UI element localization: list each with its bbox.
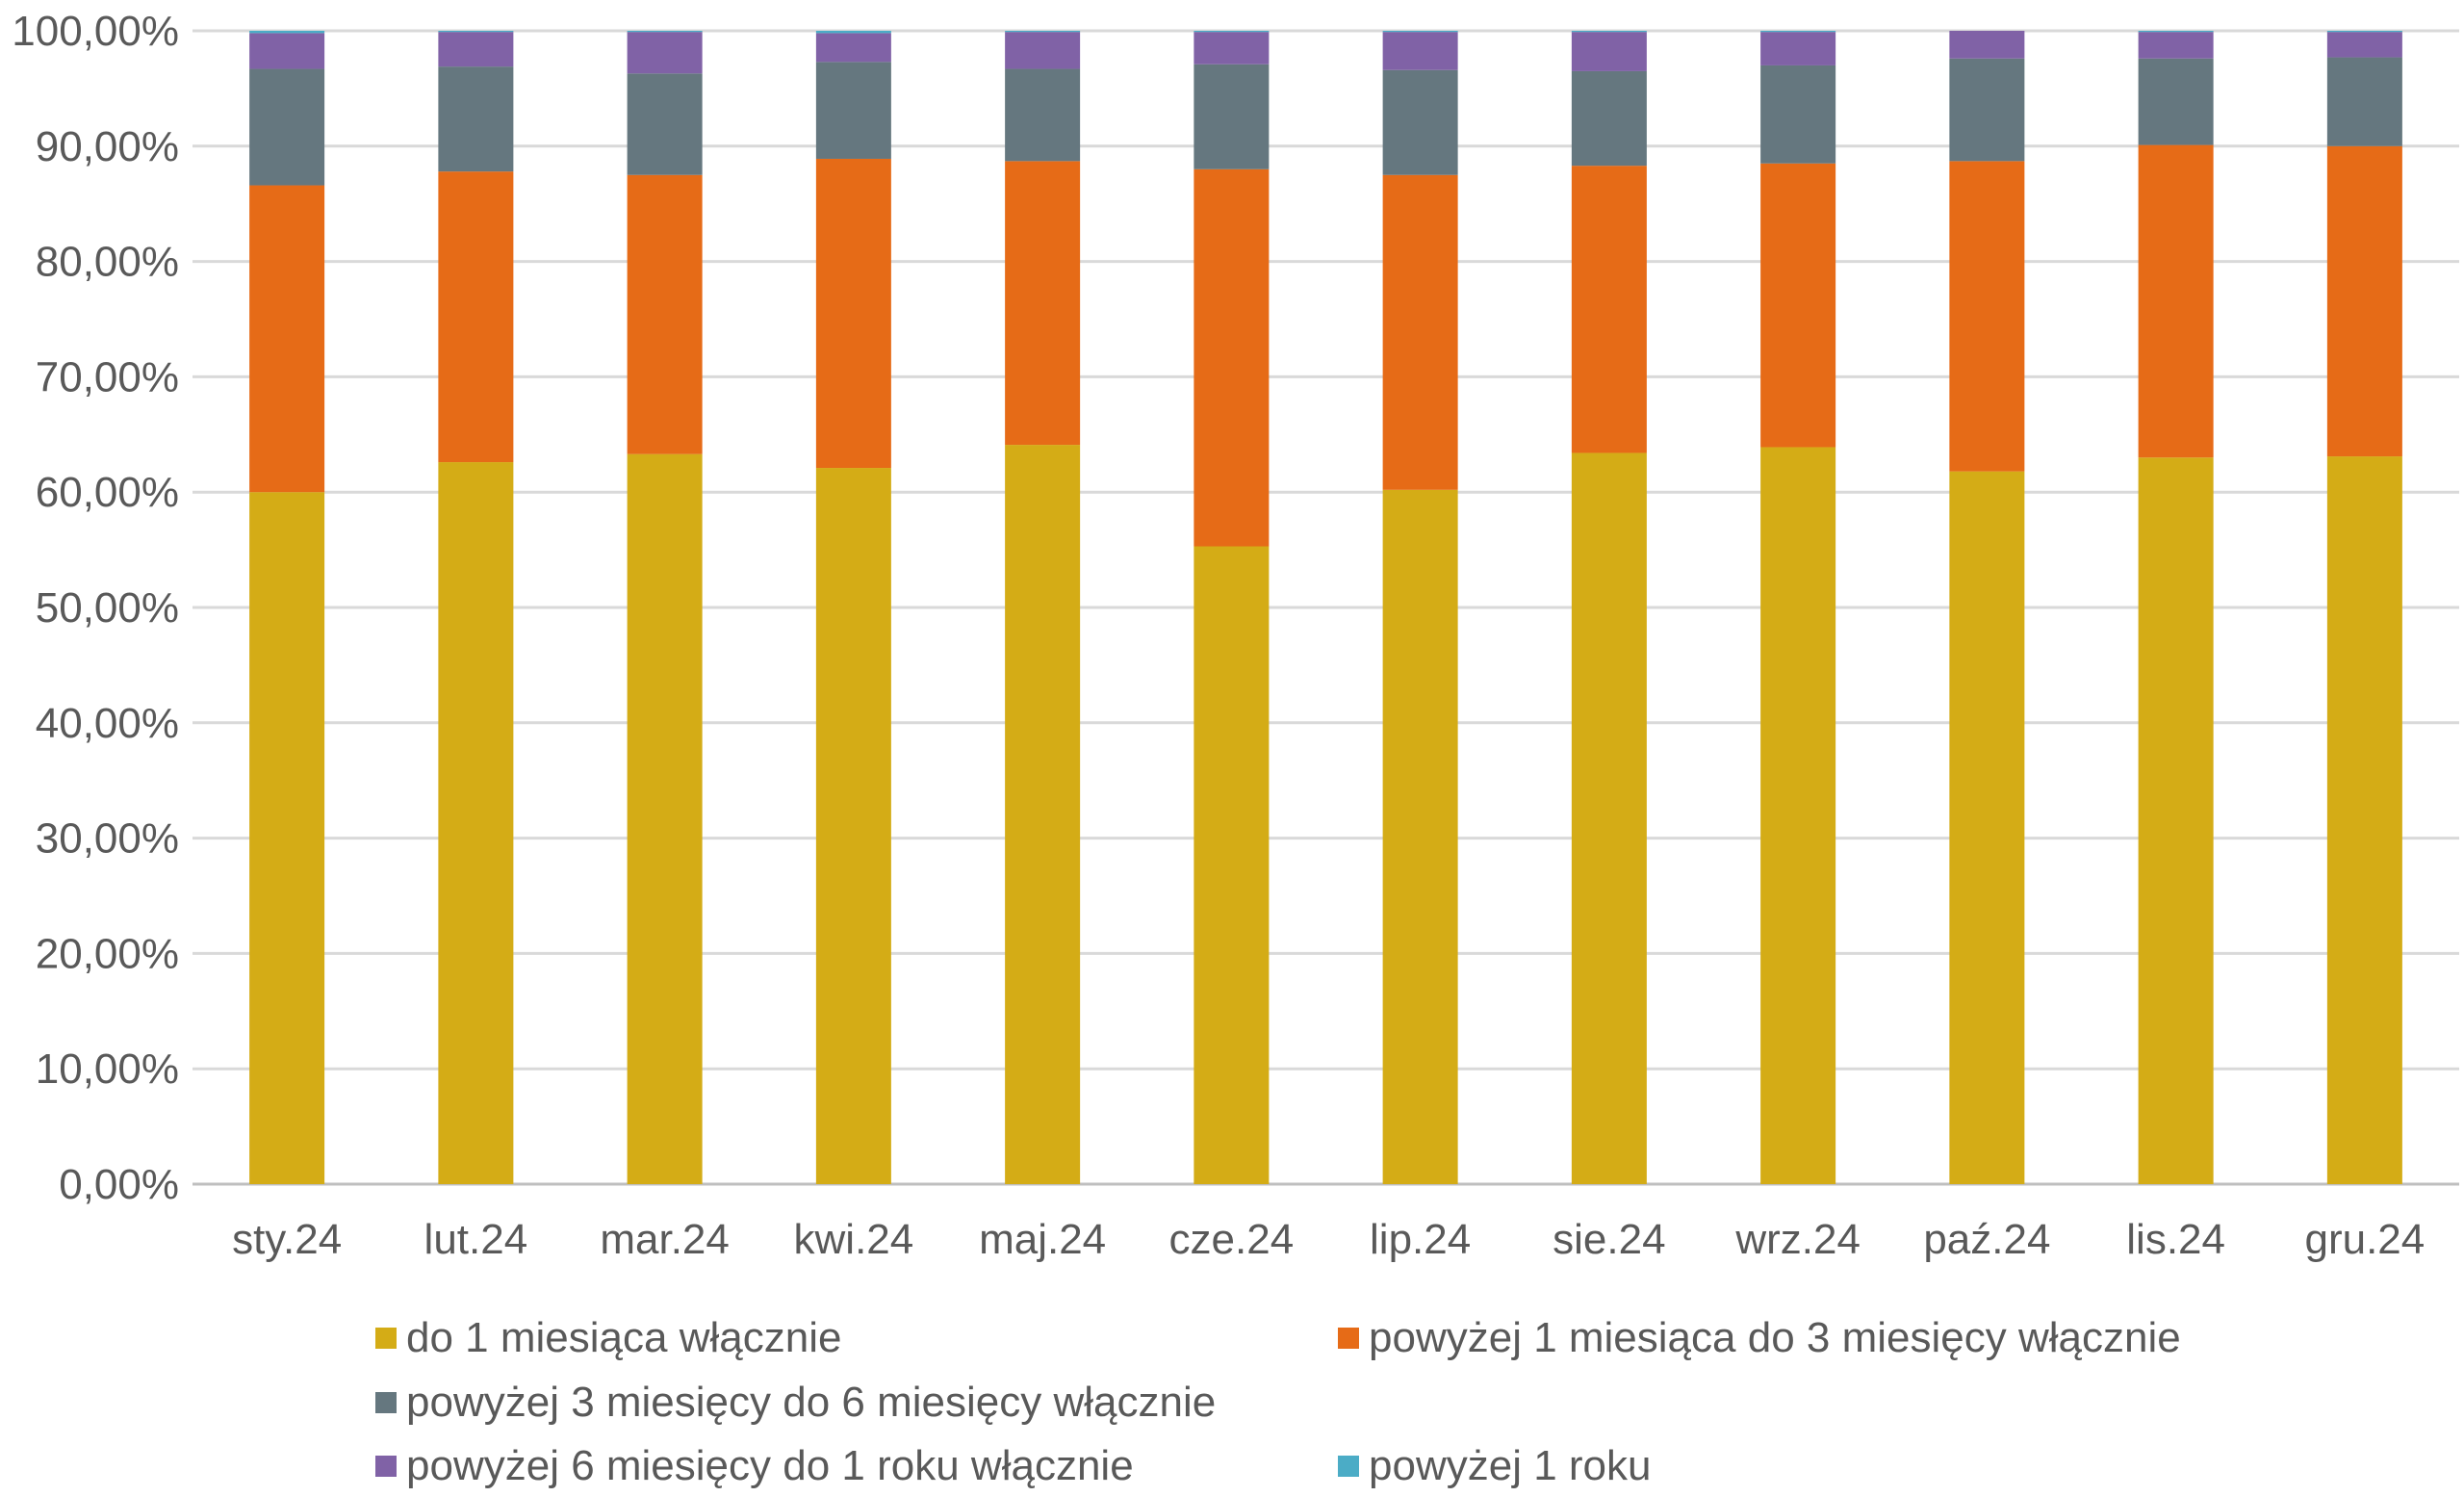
bar-segment — [438, 462, 514, 1184]
x-tick-label: lis.24 — [2126, 1216, 2225, 1263]
bar-segment — [2326, 32, 2402, 58]
bar-segment — [1194, 64, 1270, 169]
bar-segment — [1194, 168, 1270, 547]
y-tick-label: 70,00% — [36, 353, 179, 400]
bar-segment — [815, 33, 891, 63]
bar-segment — [1382, 32, 1458, 70]
bar-segment — [2138, 32, 2214, 59]
y-tick-label: 20,00% — [36, 930, 179, 977]
bar-segment — [1949, 31, 2025, 59]
x-tick-label: paź.24 — [1923, 1216, 2050, 1263]
bar-segment — [2138, 457, 2214, 1184]
y-tick-label: 100,00% — [12, 8, 179, 55]
bar-segment — [1382, 31, 1458, 33]
bar-segment — [249, 68, 325, 186]
y-tick-label: 0,00% — [59, 1161, 179, 1208]
bar-segment — [1949, 161, 2025, 472]
bar-segment — [627, 73, 703, 175]
bars — [249, 31, 2402, 1185]
gridlines — [192, 29, 2459, 1186]
bar-segment — [627, 31, 703, 33]
bar-segment — [249, 31, 325, 34]
bar-segment — [1005, 161, 1081, 446]
bar-segment — [249, 185, 325, 493]
bar-segment — [1005, 32, 1081, 69]
bar-segment — [1382, 489, 1458, 1185]
bar-segment — [815, 62, 891, 159]
y-tick-label: 60,00% — [36, 469, 179, 516]
bar-segment — [1194, 546, 1270, 1184]
bar-segment — [2138, 144, 2214, 458]
x-tick-label: sty.24 — [232, 1216, 342, 1263]
y-tick-label: 10,00% — [36, 1045, 179, 1093]
bar-segment — [249, 492, 325, 1184]
bar-segment — [2326, 57, 2402, 146]
bar-segment — [1005, 68, 1081, 162]
x-tick-label: lip.24 — [1370, 1216, 1471, 1263]
x-tick-label: wrz.24 — [1734, 1216, 1861, 1263]
bar-segment — [1760, 32, 1836, 65]
bar-segment — [627, 174, 703, 454]
bar-segment — [2138, 31, 2214, 33]
bar-segment — [1571, 452, 1647, 1184]
bar-segment — [438, 171, 514, 463]
bar-segment — [2326, 456, 2402, 1184]
x-tick-label: mar.24 — [600, 1216, 730, 1263]
bar-segment — [249, 33, 325, 69]
bar-segment — [1005, 445, 1081, 1184]
bar-segment — [627, 453, 703, 1184]
bar-segment — [1382, 69, 1458, 175]
bar-segment — [1194, 32, 1270, 65]
bar-segment — [2326, 31, 2402, 33]
bar-segment — [438, 31, 514, 33]
x-tick-label: maj.24 — [979, 1216, 1106, 1263]
bar-segment — [438, 66, 514, 172]
x-tick-label: lut.24 — [424, 1216, 528, 1263]
bar-segment — [815, 31, 891, 34]
bar-segment — [2138, 58, 2214, 145]
y-tick-label: 40,00% — [36, 700, 179, 747]
bar-segment — [1571, 32, 1647, 71]
bar-segment — [1571, 31, 1647, 33]
bar-segment — [2326, 145, 2402, 457]
x-tick-label: sie.24 — [1553, 1216, 1665, 1263]
bar-segment — [815, 468, 891, 1184]
x-tick-label: cze.24 — [1169, 1216, 1295, 1263]
bar-segment — [438, 32, 514, 67]
x-tick-label: gru.24 — [2304, 1216, 2425, 1263]
bar-segment — [1760, 447, 1836, 1184]
bar-segment — [1760, 163, 1836, 448]
y-tick-label: 80,00% — [36, 239, 179, 286]
bar-segment — [1760, 31, 1836, 33]
bar-segment — [1382, 174, 1458, 490]
bar-segment — [1194, 31, 1270, 33]
bar-segment — [815, 158, 891, 469]
bar-segment — [1949, 471, 2025, 1184]
y-tick-label: 50,00% — [36, 584, 179, 632]
bar-segment — [1760, 65, 1836, 164]
y-tick-label: 30,00% — [36, 815, 179, 863]
x-tick-label: kwi.24 — [794, 1216, 914, 1263]
bar-segment — [627, 32, 703, 74]
bar-segment — [1949, 58, 2025, 162]
axes: 0,00% 10,00% 20,00% 30,00% 40,00% 50,00% 60,00… — [12, 8, 2425, 1263]
bar-segment — [1571, 70, 1647, 167]
bar-segment — [1005, 31, 1081, 33]
bar-segment — [1571, 166, 1647, 453]
y-tick-label: 90,00% — [36, 123, 179, 170]
